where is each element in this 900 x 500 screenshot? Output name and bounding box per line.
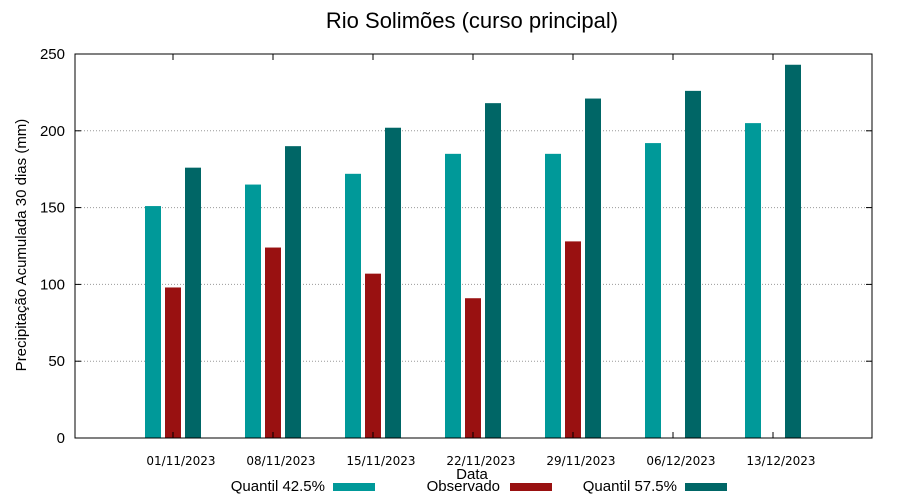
bar-quantil-42-5-6 — [745, 123, 761, 439]
x-tick-label: 01/11/2023 — [146, 454, 215, 468]
bar-quantil-42-5-5 — [645, 143, 661, 438]
legend: Quantil 42.5% Observado Quantil 57.5% — [231, 478, 727, 495]
legend-label: Quantil 42.5% — [231, 478, 325, 495]
bar-observado-2 — [365, 273, 381, 438]
x-tick-label: 13/12/2023 — [746, 454, 815, 468]
chart-title: Rio Solimões (curso principal) — [326, 8, 618, 33]
legend-swatch — [685, 483, 727, 491]
bar-quantil-57-5-1 — [285, 146, 301, 438]
bar-quantil-57-5-6 — [785, 64, 801, 438]
legend-swatch — [510, 483, 552, 491]
x-axis-ticks: 01/11/2023 08/11/2023 15/11/2023 22/11/2023… — [146, 54, 816, 468]
x-tick-label: 29/11/2023 — [546, 454, 615, 468]
legend-label: Quantil 57.5% — [583, 478, 677, 495]
y-axis-label: Precipitação Acumulada 30 dias (mm) — [13, 119, 30, 372]
bars — [145, 64, 801, 439]
legend-label: Observado — [427, 478, 500, 495]
y-tick-label: 150 — [40, 200, 65, 217]
x-axis-label: Data — [456, 466, 488, 483]
bar-quantil-57-5-0 — [185, 167, 201, 438]
y-tick-label: 200 — [40, 123, 65, 140]
x-tick-label: 06/12/2023 — [646, 454, 715, 468]
y-tick-label: 0 — [57, 430, 65, 447]
bar-quantil-42-5-2 — [345, 173, 361, 439]
x-tick-label: 22/11/2023 — [446, 454, 515, 468]
y-axis-ticks: 0 50 100 150 200 250 — [40, 46, 872, 447]
y-tick-label: 50 — [48, 353, 65, 370]
bar-quantil-57-5-4 — [585, 98, 601, 438]
y-tick-label: 100 — [40, 276, 65, 293]
bar-quantil-57-5-5 — [685, 90, 701, 438]
legend-swatch — [333, 483, 375, 491]
bar-quantil-42-5-3 — [445, 153, 461, 438]
bar-observado-4 — [565, 241, 581, 438]
bar-observado-3 — [465, 298, 481, 438]
y-tick-label: 250 — [40, 46, 65, 63]
bar-quantil-42-5-4 — [545, 153, 561, 438]
bar-observado-1 — [265, 247, 281, 438]
bar-quantil-42-5-1 — [245, 184, 261, 438]
grid-lines — [75, 130, 872, 362]
x-tick-label: 15/11/2023 — [346, 454, 415, 468]
bar-observado-0 — [165, 287, 181, 438]
bar-quantil-57-5-3 — [485, 103, 501, 438]
x-tick-label: 08/11/2023 — [246, 454, 315, 468]
bar-quantil-42-5-0 — [145, 206, 161, 438]
bar-quantil-57-5-2 — [385, 127, 401, 438]
